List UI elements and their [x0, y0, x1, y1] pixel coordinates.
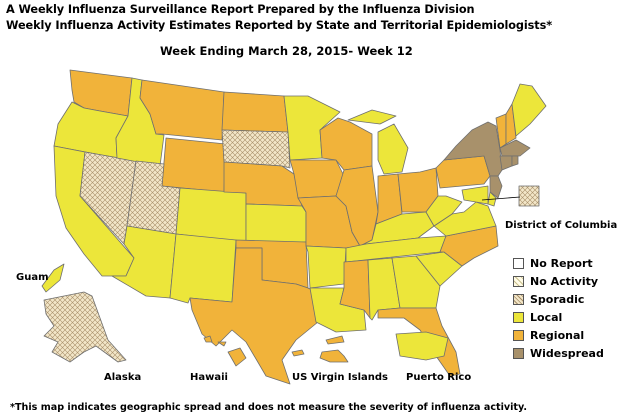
activity-legend: No Report No Activity Sporadic Local Reg…: [513, 254, 604, 362]
state-NJ: [489, 175, 503, 199]
legend-item: Widespread: [513, 344, 604, 362]
state-CT: [499, 155, 513, 171]
state-WV: [425, 195, 463, 227]
state-SD: [221, 129, 291, 169]
state-RI: [511, 155, 519, 167]
week-label: Week Ending March 28, 2015- Week 12: [160, 44, 413, 58]
legend-swatch-sporadic: [513, 293, 524, 305]
state-PA: [435, 155, 491, 189]
state-FL: [377, 307, 461, 377]
legend-item: No Activity: [513, 272, 604, 290]
territory-VI: [291, 335, 349, 363]
state-AR: [305, 245, 347, 289]
legend-label: Local: [530, 310, 563, 324]
state-TX: [189, 247, 319, 385]
legend-swatch-no-activity: [513, 275, 524, 287]
legend-label: Regional: [530, 328, 585, 342]
legend-item: Sporadic: [513, 290, 604, 308]
legend-item: No Report: [513, 254, 604, 272]
state-VA: [433, 201, 497, 237]
state-WY: [161, 137, 227, 193]
state-KS: [245, 203, 307, 243]
state-GA: [391, 255, 441, 309]
alaska-label: Alaska: [104, 372, 141, 383]
pr-label: Puerto Rico: [406, 372, 471, 383]
dc-label: District of Columbia: [505, 220, 617, 231]
state-ND: [221, 91, 289, 133]
usvi-label: US Virgin Islands: [292, 372, 388, 383]
state-NY: [443, 121, 503, 177]
legend-swatch-no-report: [513, 257, 524, 269]
report-title: A Weekly Influenza Surveillance Report P…: [6, 3, 475, 16]
state-MI: [377, 123, 409, 175]
footnote: *This map indicates geographic spread an…: [10, 402, 528, 413]
legend-swatch-widespread: [513, 347, 524, 359]
territory-PR: [395, 331, 449, 361]
legend-label: No Report: [530, 256, 593, 270]
legend-label: No Activity: [530, 274, 599, 288]
legend-item: Regional: [513, 326, 604, 344]
state-IA: [289, 159, 345, 199]
state-NM: [169, 233, 237, 304]
legend-label: Widespread: [530, 346, 604, 360]
legend-swatch-regional: [513, 329, 524, 341]
state-ME: [511, 83, 547, 137]
legend-swatch-local: [513, 311, 524, 323]
state-HI: [203, 335, 247, 367]
report-subtitle: Weekly Influenza Activity Estimates Repo…: [6, 19, 553, 32]
hawaii-label: Hawaii: [190, 372, 228, 383]
state-NH: [505, 103, 517, 145]
state-MI-UP: [347, 109, 397, 125]
state-MA: [499, 139, 531, 157]
state-AK: [43, 291, 127, 363]
guam-label: Guam: [16, 272, 49, 283]
state-MD: [461, 185, 489, 205]
legend-label: Sporadic: [530, 292, 585, 306]
legend-item: Local: [513, 308, 604, 326]
state-DC: [518, 185, 540, 207]
state-CO: [175, 187, 247, 243]
territory-GU: [41, 263, 65, 293]
